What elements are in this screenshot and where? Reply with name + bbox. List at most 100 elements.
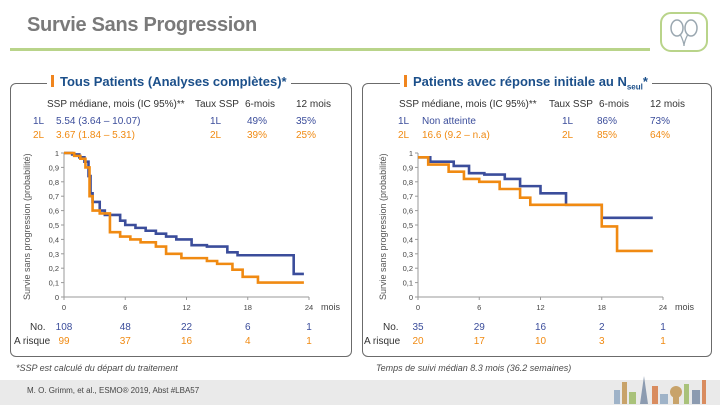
right-2l-risk-value: 17 xyxy=(473,336,485,347)
right-row-1l-line2: 1L xyxy=(562,116,574,127)
title-underline xyxy=(10,48,650,51)
left-row-2l-12m: 25% xyxy=(296,130,317,141)
right-y-tick-label: 0,9 xyxy=(403,163,413,172)
heading-bullet-icon xyxy=(404,75,407,87)
left-panel-heading: Tous Patients (Analyses complètes)* xyxy=(47,74,291,89)
left-footnote: *SSP est calculé du départ du traitement xyxy=(16,363,178,373)
left-x-tick-label: 12 xyxy=(182,303,190,312)
right-x-tick-label: 24 xyxy=(659,303,667,312)
right-y-tick-label: 0,5 xyxy=(403,221,413,230)
right-2l-risk-value: 10 xyxy=(534,336,547,347)
right-hdr-rate: Taux SSP xyxy=(549,99,593,110)
left-x-axis-label: mois xyxy=(321,302,341,312)
heading-subscript: seul xyxy=(626,82,643,92)
right-hdr-median: SSP médiane, mois (IC 95%)** xyxy=(399,99,537,110)
left-y-tick-label: 0,3 xyxy=(49,250,59,259)
right-row-1l-12m: 73% xyxy=(650,116,671,127)
left-2l-risk-value: 16 xyxy=(180,336,193,347)
left-row-2l-6m: 39% xyxy=(247,130,268,141)
citation: M. O. Grimm, et al., ESMO® 2019, Abst #L… xyxy=(27,386,200,395)
left-hdr-6m: 6-mois xyxy=(245,99,276,110)
left-hdr-rate: Taux SSP xyxy=(195,99,239,110)
left-1l-risk-value: 1 xyxy=(306,322,312,333)
left-1l-risk-value: 22 xyxy=(180,322,193,333)
right-row-1l-6m: 86% xyxy=(597,116,618,127)
left-y-tick-label: 0,6 xyxy=(49,207,59,216)
left-row-2l-median: 3.67 (1.84 – 5.31) xyxy=(56,130,135,141)
right-y-tick-label: 1 xyxy=(409,149,413,158)
left-y-tick-label: 0,4 xyxy=(49,235,59,244)
right-y-tick-label: 0,7 xyxy=(403,192,413,201)
right-series-2l xyxy=(418,156,653,253)
right-hdr-12m: 12 mois xyxy=(650,99,686,110)
right-panel-heading: Patients avec réponse initiale au Nseul* xyxy=(400,74,652,92)
left-y-tick-label: 0,8 xyxy=(49,178,59,187)
right-y-tick-label: 0,3 xyxy=(403,250,413,259)
right-y-tick-label: 0,1 xyxy=(403,279,413,288)
left-x-tick-label: 18 xyxy=(244,303,252,312)
footer-bar xyxy=(0,380,720,405)
right-2l-risk-value: 3 xyxy=(598,336,605,347)
right-row-1l-line: 1L xyxy=(398,116,410,127)
right-2l-risk-value: 1 xyxy=(660,336,666,347)
right-series-1l xyxy=(418,156,653,220)
right-x-tick-label: 12 xyxy=(536,303,544,312)
right-x-tick-label: 0 xyxy=(416,303,420,312)
page-title: Survie Sans Progression xyxy=(27,14,257,36)
left-row-2l-line: 2L xyxy=(33,130,45,141)
right-row-2l-line: 2L xyxy=(398,130,410,141)
right-row-2l-12m: 64% xyxy=(650,130,671,141)
right-risk-label-2: A risque xyxy=(364,336,401,347)
left-1l-risk-value: 108 xyxy=(55,322,73,333)
left-1l-risk-value: 6 xyxy=(244,322,251,333)
left-x-tick-label: 0 xyxy=(62,303,66,312)
left-y-tick-label: 1 xyxy=(55,149,59,158)
left-y-tick-label: 0,5 xyxy=(49,221,59,230)
right-x-tick-label: 6 xyxy=(477,303,481,312)
right-row-2l-6m: 85% xyxy=(597,130,618,141)
skyline-graphic-icon xyxy=(610,372,715,409)
left-y-tick-label: 0,9 xyxy=(49,163,59,172)
right-hdr-6m: 6-mois xyxy=(599,99,630,110)
left-2l-risk-value: 99 xyxy=(58,336,70,347)
left-series-2l xyxy=(64,151,304,284)
left-risk-label-2: A risque xyxy=(14,336,51,347)
left-2l-risk-value: 4 xyxy=(244,336,251,347)
right-1l-risk-value: 29 xyxy=(473,322,485,333)
left-row-1l-6m: 49% xyxy=(247,116,268,127)
right-1l-risk-value: 35 xyxy=(412,322,424,333)
right-km-chart: 0 0,1 0,2 0,3 0,4 0,5 0,6 0,7 0,8 0,9 1 0 6 12 18 24 moi… xyxy=(403,149,695,312)
left-series-1l xyxy=(64,151,304,276)
right-x-tick-label: 18 xyxy=(598,303,606,312)
right-1l-risk-value: 2 xyxy=(598,322,605,333)
left-row-1l-12m: 35% xyxy=(296,116,317,127)
left-x-tick-label: 6 xyxy=(123,303,127,312)
right-1l-risk-value: 1 xyxy=(660,322,666,333)
left-y-tick-label: 0,1 xyxy=(49,279,59,288)
right-y-tick-label: 0 xyxy=(409,293,413,302)
right-2l-risk-value: 20 xyxy=(412,336,424,347)
left-y-tick-label: 0 xyxy=(55,293,59,302)
left-row-1l-median: 5.54 (3.64 – 10.07) xyxy=(56,116,141,127)
left-row-1l-line: 1L xyxy=(33,116,45,127)
left-x-tick-label: 24 xyxy=(305,303,313,312)
left-km-chart: 0 0,1 0,2 0,3 0,4 0,5 0,6 0,7 0,8 0,9 1 0 6 12 18 24 moi… xyxy=(49,149,341,312)
left-hdr-median: SSP médiane, mois (IC 95%)** xyxy=(47,99,185,110)
right-1l-risk-value: 16 xyxy=(534,322,547,333)
left-2l-risk-value: 1 xyxy=(306,336,312,347)
left-row-1l-line2: 1L xyxy=(210,116,222,127)
left-2l-risk-value: 37 xyxy=(119,336,131,347)
left-y-tick-label: 0,7 xyxy=(49,192,59,201)
right-row-1l-median: Non atteinte xyxy=(422,116,476,127)
right-y-tick-label: 0,6 xyxy=(403,207,413,216)
left-row-2l-line2: 2L xyxy=(210,130,222,141)
right-y-tick-label: 0,4 xyxy=(403,235,413,244)
right-y-tick-label: 0,8 xyxy=(403,178,413,187)
left-hdr-12m: 12 mois xyxy=(296,99,332,110)
left-1l-risk-value: 48 xyxy=(119,322,131,333)
right-y-tick-label: 0,2 xyxy=(403,264,413,273)
right-row-2l-median: 16.6 (9.2 – n.a) xyxy=(422,130,490,141)
kidney-logo-icon xyxy=(660,12,708,52)
right-footnote: Temps de suivi médian 8.3 mois (36.2 sem… xyxy=(376,363,572,373)
right-row-2l-line2: 2L xyxy=(562,130,574,141)
